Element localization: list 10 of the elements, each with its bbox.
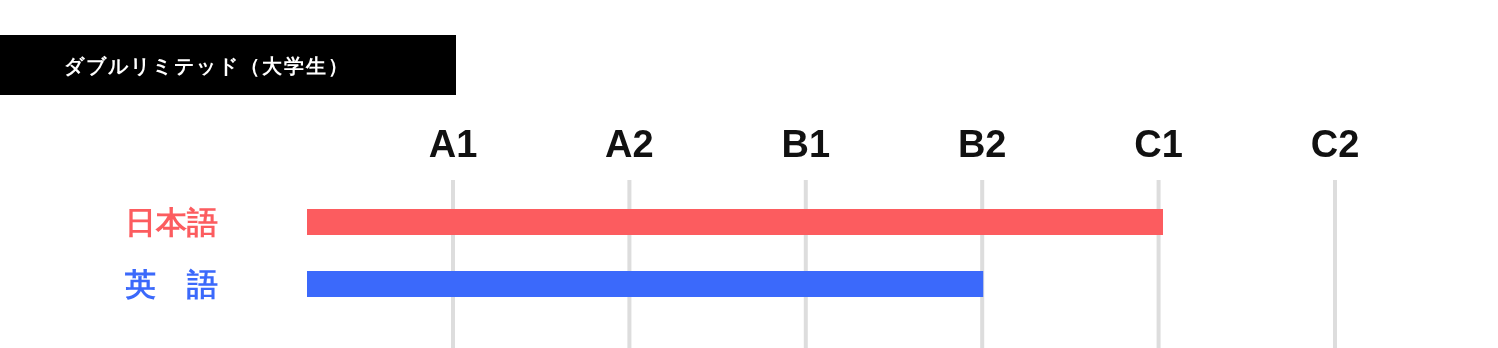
text: C1 (1134, 123, 1183, 165)
text: B1 (781, 123, 831, 165)
text: A1 (428, 123, 478, 165)
y-tick-label: 英 語 (124, 267, 218, 302)
text: A2 (605, 123, 654, 165)
y-tick-label: 日本語 (125, 205, 218, 240)
text: B2 (957, 123, 1007, 165)
title: ダブルリミテッド（大学生） (0, 35, 456, 95)
chart-title: ダブルリミテッド（大学生） (64, 55, 350, 77)
text: C2 (1310, 123, 1360, 165)
